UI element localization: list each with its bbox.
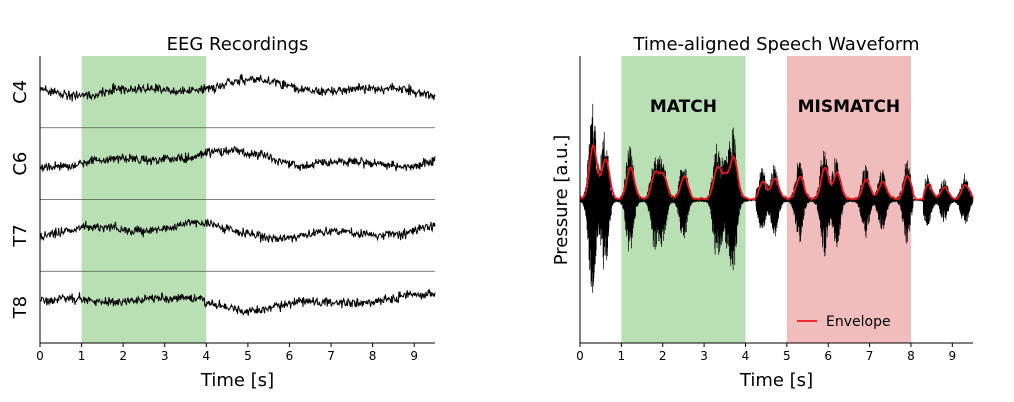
speech-x-tick-label: 1 — [618, 349, 626, 363]
channel-label-t7: T7 — [10, 224, 31, 247]
speech-y-axis-label: Pressure [a.u.] — [551, 135, 572, 266]
eeg-trace-t8 — [39, 288, 436, 316]
eeg-x-tick-label: 0 — [36, 349, 44, 363]
channel-label-t8: T8 — [10, 296, 31, 319]
eeg-x-tick-label: 5 — [244, 349, 252, 363]
eeg-x-tick-label: 8 — [369, 349, 377, 363]
legend-label-envelope: Envelope — [826, 314, 891, 330]
speech-x-tick-label: 4 — [742, 349, 750, 363]
speech-x-tick-label: 2 — [659, 349, 667, 363]
speech-x-tick-label: 0 — [576, 349, 584, 363]
speech-x-tick-label: 9 — [948, 349, 956, 363]
channel-label-c6: C6 — [10, 152, 31, 176]
region-label-mismatch: MISMATCH — [798, 97, 901, 117]
eeg-x-tick-label: 6 — [286, 349, 294, 363]
speech-x-tick-label: 7 — [866, 349, 874, 363]
speech-title: Time-aligned Speech Waveform — [632, 34, 919, 55]
eeg-trace-c6 — [39, 145, 436, 172]
speech-panel: MATCH MISMATCH 0 1 2 3 4 5 6 7 8 9 Time-aligned Spee… — [551, 34, 974, 391]
eeg-trace-t7 — [39, 218, 436, 243]
eeg-x-tick-label: 1 — [78, 349, 86, 363]
eeg-x-tick-label: 3 — [161, 349, 169, 363]
eeg-x-axis-label: Time [s] — [200, 370, 274, 391]
eeg-x-tick-label: 9 — [410, 349, 418, 363]
speech-x-tick-label: 6 — [824, 349, 832, 363]
eeg-title: EEG Recordings — [167, 34, 309, 55]
eeg-x-tick-label: 4 — [202, 349, 210, 363]
speech-x-tick-label: 3 — [700, 349, 708, 363]
speech-x-tick-label: 5 — [783, 349, 791, 363]
eeg-panel: C4 C6 T7 T8 0 1 2 3 4 5 6 7 8 9 EEG Recordings Time [s] — [10, 34, 436, 391]
eeg-x-tick-label: 2 — [119, 349, 127, 363]
region-label-match: MATCH — [650, 97, 717, 117]
speech-x-tick-label: 8 — [907, 349, 915, 363]
envelope-line — [579, 144, 974, 202]
speech-x-axis-label: Time [s] — [739, 370, 813, 391]
eeg-x-tick-label: 7 — [327, 349, 335, 363]
channel-label-c4: C4 — [10, 80, 31, 104]
eeg-trace-c4 — [39, 73, 436, 102]
